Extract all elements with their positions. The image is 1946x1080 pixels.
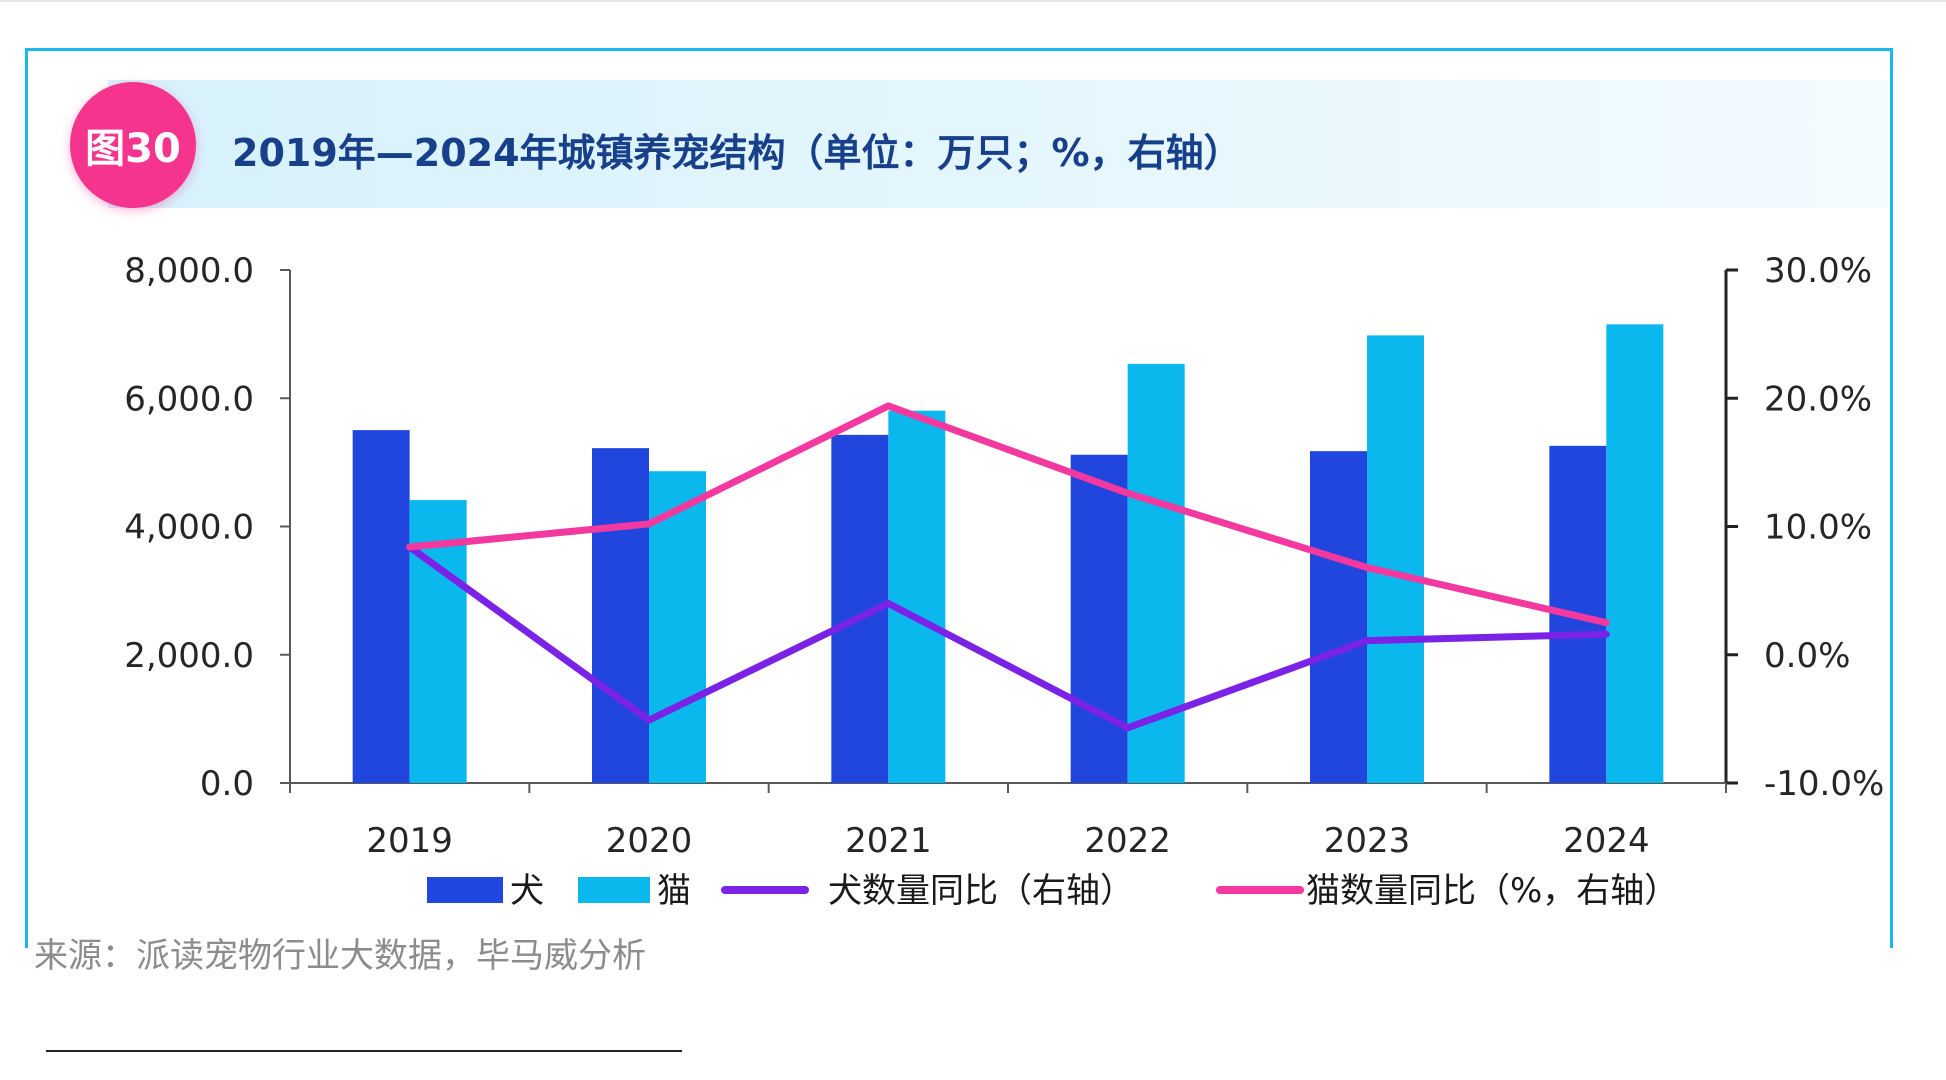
y-left-tick-label: 8,000.0 (124, 251, 254, 291)
dog-bar (592, 448, 649, 783)
cat-yoy-line (406, 402, 1610, 627)
dog-bar (352, 430, 410, 783)
y-right-tick-label: 10.0% (1764, 508, 1872, 548)
dog-bar (1070, 454, 1128, 783)
legend-cat-swatch (578, 877, 650, 903)
figure-badge: 图30 (70, 82, 196, 208)
legend-dog-swatch (427, 877, 503, 903)
y-right-tick-label: 30.0% (1764, 251, 1872, 291)
cat-bar (1606, 324, 1664, 783)
y-right-tick-label: 20.0% (1764, 379, 1872, 419)
figure-title: 2019年—2024年城镇养宠结构（单位：万只；%，右轴） (232, 131, 1242, 175)
top-rule (0, 0, 1946, 2)
x-tick-label: 2022 (1084, 821, 1171, 861)
dog-bar (1310, 451, 1367, 783)
legend-cat-label: 猫 (657, 871, 691, 911)
y-right-tick-label: -10.0% (1764, 764, 1884, 804)
cat-bar (649, 471, 706, 783)
title-band (108, 80, 1888, 208)
x-tick-label: 2024 (1563, 821, 1650, 861)
y-left-tick-label: 6,000.0 (124, 379, 254, 419)
dog-yoy-line (406, 543, 1610, 732)
legend-dog-yoy-label: 犬数量同比（右轴） (828, 871, 1134, 911)
x-tick-label: 2021 (845, 821, 932, 861)
x-tick-label: 2020 (606, 821, 693, 861)
x-tick-label: 2023 (1324, 821, 1411, 861)
y-left-tick-label: 2,000.0 (124, 636, 254, 676)
footnote-rule (46, 1050, 682, 1052)
cat-bar (1367, 335, 1424, 783)
y-left-tick-label: 0.0 (200, 764, 254, 804)
legend-dog-label: 犬 (510, 871, 544, 911)
legend-cat-yoy-label: 猫数量同比（%，右轴） (1306, 871, 1678, 911)
x-tick-label: 2019 (366, 821, 453, 861)
source-note: 来源：派读宠物行业大数据，毕马威分析 (34, 936, 646, 976)
y-left-tick-label: 4,000.0 (124, 508, 254, 548)
figure-frame (25, 48, 1893, 948)
y-right-tick-label: 0.0% (1764, 636, 1850, 676)
cat-bar (888, 410, 946, 783)
